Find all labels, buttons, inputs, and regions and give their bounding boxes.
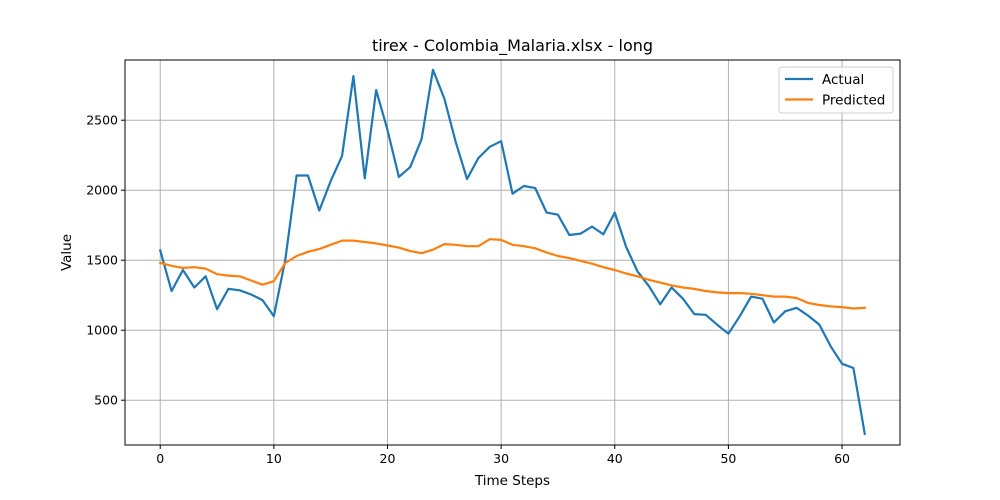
series-line-predicted xyxy=(158,238,866,310)
y-axis: 500 1000 1500 2000 2500 xyxy=(86,113,125,408)
plot-frame xyxy=(124,59,901,446)
x-axis-label: Time Steps xyxy=(474,473,550,489)
legend-label-actual: Actual xyxy=(822,72,864,88)
x-axis: 0 10 20 30 40 50 60 xyxy=(156,445,850,466)
x-tick-label: 30 xyxy=(493,451,509,466)
grid-lines xyxy=(125,60,900,445)
x-tick-label: 20 xyxy=(380,451,396,466)
y-tick-label: 2500 xyxy=(86,113,118,128)
series-line-actual xyxy=(158,68,867,436)
x-tick-label: 40 xyxy=(607,451,623,466)
x-tick-label: 60 xyxy=(834,451,850,466)
y-tick-label: 1500 xyxy=(86,253,118,268)
y-tick-label: 2000 xyxy=(86,183,118,198)
y-tick-label: 500 xyxy=(94,393,118,408)
series-layer xyxy=(158,68,867,436)
y-axis-label: Value xyxy=(59,234,75,271)
legend: Actual Predicted xyxy=(778,66,894,114)
legend-label-predicted: Predicted xyxy=(822,93,885,109)
x-tick-label: 50 xyxy=(720,451,736,466)
y-tick-label: 1000 xyxy=(86,323,118,338)
x-tick-label: 0 xyxy=(156,451,164,466)
chart-title: tirex - Colombia_Malaria.xlsx - long xyxy=(372,36,653,56)
x-tick-label: 10 xyxy=(266,451,282,466)
